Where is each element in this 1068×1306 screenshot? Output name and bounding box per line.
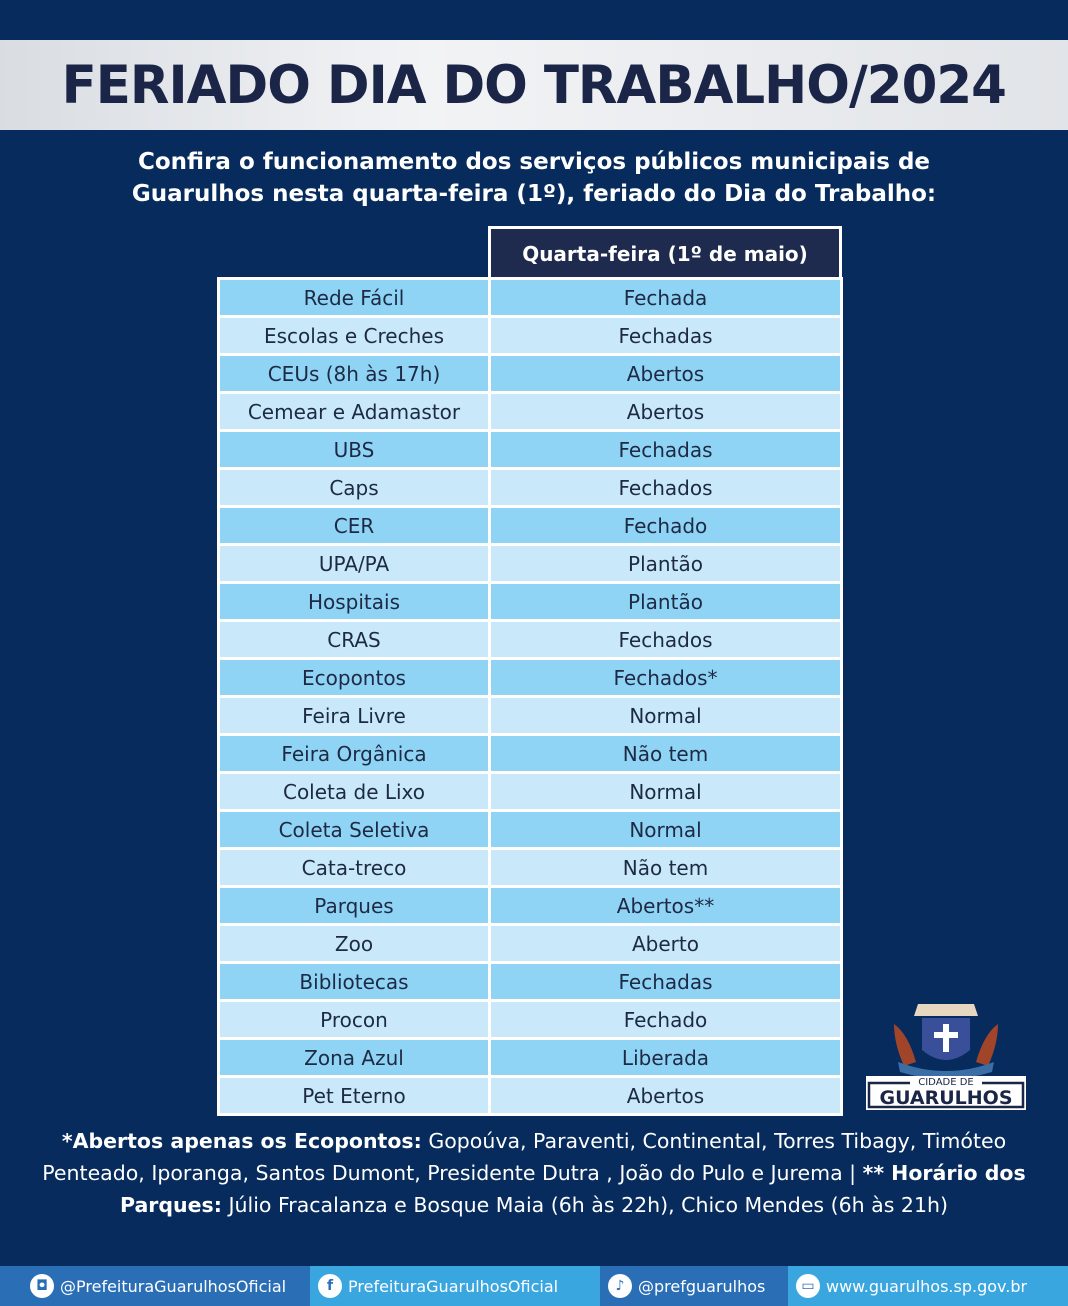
note-ecopontos-label: *Abertos apenas os Ecopontos: <box>61 1129 422 1153</box>
table-row: UPA/PA Plantão <box>217 543 843 584</box>
table-row: Ecopontos Fechados* <box>217 657 843 698</box>
status-cell: Não tem <box>488 733 843 774</box>
social-footer: ◘ @PrefeituraGuarulhosOficial f PrefeituraG… <box>0 1266 1068 1306</box>
table-row: Feira Orgânica Não tem <box>217 733 843 774</box>
status-cell: Fechado <box>488 505 843 546</box>
service-cell: Cemear e Adamastor <box>217 391 491 432</box>
footer-link[interactable]: ◘ @PrefeituraGuarulhosOficial <box>0 1266 310 1306</box>
table-row: CER Fechado <box>217 505 843 546</box>
note-parques-text: Júlio Fracalanza e Bosque Maia (6h às 22… <box>221 1193 949 1217</box>
service-cell: CER <box>217 505 491 546</box>
table-row: CRAS Fechados <box>217 619 843 660</box>
logo-line2: GUARULHOS <box>879 1087 1012 1109</box>
service-cell: Feira Livre <box>217 695 491 736</box>
footnote: *Abertos apenas os Ecopontos: Gopoúva, P… <box>30 1125 1038 1221</box>
table-row: Coleta Seletiva Normal <box>217 809 843 850</box>
service-cell: Pet Eterno <box>217 1075 491 1116</box>
instagram-icon: ◘ <box>30 1274 54 1298</box>
status-cell: Abertos <box>488 391 843 432</box>
status-cell: Fechados* <box>488 657 843 698</box>
service-cell: UBS <box>217 429 491 470</box>
table-row: Caps Fechados <box>217 467 843 508</box>
footer-link[interactable]: ▭ www.guarulhos.sp.gov.br <box>788 1266 1068 1306</box>
status-cell: Abertos <box>488 353 843 394</box>
status-cell: Fechados <box>488 619 843 660</box>
service-cell: CEUs (8h às 17h) <box>217 353 491 394</box>
service-cell: Parques <box>217 885 491 926</box>
logo-line1: CIDADE DE <box>918 1077 974 1088</box>
table-row: Coleta de Lixo Normal <box>217 771 843 812</box>
service-cell: Coleta de Lixo <box>217 771 491 812</box>
status-cell: Normal <box>488 695 843 736</box>
table-row: CEUs (8h às 17h) Abertos <box>217 353 843 394</box>
table-row: Zona Azul Liberada <box>217 1037 843 1078</box>
note-parques-label: ** Horário dos Parques: <box>119 1161 1026 1217</box>
service-cell: Feira Orgânica <box>217 733 491 774</box>
footer-link-text: @prefguarulhos <box>638 1276 766 1296</box>
intro-line: Confira o funcionamento dos serviços púb… <box>137 149 931 175</box>
footer-link-text: PrefeituraGuarulhosOficial <box>348 1276 559 1296</box>
title-banner: FERIADO DIA DO TRABALHO/2024 <box>0 40 1068 130</box>
monitor-icon: ▭ <box>796 1274 820 1298</box>
footer-link-text: @PrefeituraGuarulhosOficial <box>60 1276 287 1296</box>
service-cell: Caps <box>217 467 491 508</box>
status-cell: Fechadas <box>488 429 843 470</box>
service-cell: Zona Azul <box>217 1037 491 1078</box>
table-row: Cemear e Adamastor Abertos <box>217 391 843 432</box>
intro-text: Confira o funcionamento dos serviços púb… <box>0 146 1068 210</box>
table-row: Cata-treco Não tem <box>217 847 843 888</box>
service-cell: Hospitais <box>217 581 491 622</box>
tiktok-icon: ♪ <box>608 1274 632 1298</box>
facebook-icon: f <box>318 1274 342 1298</box>
table-row: Zoo Aberto <box>217 923 843 964</box>
status-cell: Fechados <box>488 467 843 508</box>
status-cell: Plantão <box>488 581 843 622</box>
service-cell: CRAS <box>217 619 491 660</box>
footer-link[interactable]: f PrefeituraGuarulhosOficial <box>310 1266 600 1306</box>
table-row: Procon Fechado <box>217 999 843 1040</box>
status-cell: Liberada <box>488 1037 843 1078</box>
status-cell: Fechada <box>488 277 843 318</box>
table-row: Feira Livre Normal <box>217 695 843 736</box>
table-row: Hospitais Plantão <box>217 581 843 622</box>
service-cell: Cata-treco <box>217 847 491 888</box>
service-cell: Zoo <box>217 923 491 964</box>
city-logo: CIDADE DE GUARULHOS <box>866 1004 1026 1110</box>
status-cell: Normal <box>488 771 843 812</box>
footer-link-text: www.guarulhos.sp.gov.br <box>826 1276 1028 1296</box>
table-row: Parques Abertos** <box>217 885 843 926</box>
service-cell: Ecopontos <box>217 657 491 698</box>
status-cell: Fechado <box>488 999 843 1040</box>
status-cell: Plantão <box>488 543 843 584</box>
service-cell: Coleta Seletiva <box>217 809 491 850</box>
table-header: Quarta-feira (1º de maio) <box>488 226 842 278</box>
service-cell: Escolas e Creches <box>217 315 491 356</box>
status-cell: Abertos <box>488 1075 843 1116</box>
service-cell: UPA/PA <box>217 543 491 584</box>
status-cell: Não tem <box>488 847 843 888</box>
intro-line: Guarulhos nesta quarta-feira (1º), feria… <box>131 181 937 207</box>
status-cell: Abertos** <box>488 885 843 926</box>
table-row: Escolas e Creches Fechadas <box>217 315 843 356</box>
services-table: Rede Fácil Fechada Escolas e Creches Fechad… <box>217 277 843 1116</box>
table-row: Rede Fácil Fechada <box>217 277 843 318</box>
note-ecopontos-text: Gopoúva, Paraventi, Continental, Torres … <box>42 1129 1007 1185</box>
table-row: Pet Eterno Abertos <box>217 1075 843 1116</box>
status-cell: Fechadas <box>488 961 843 1002</box>
footer-link[interactable]: ♪ @prefguarulhos <box>600 1266 788 1306</box>
status-cell: Fechadas <box>488 315 843 356</box>
service-cell: Bibliotecas <box>217 961 491 1002</box>
page-title: FERIADO DIA DO TRABALHO/2024 <box>61 54 1007 116</box>
status-cell: Aberto <box>488 923 843 964</box>
table-row: Bibliotecas Fechadas <box>217 961 843 1002</box>
status-cell: Normal <box>488 809 843 850</box>
service-cell: Rede Fácil <box>217 277 491 318</box>
table-row: UBS Fechadas <box>217 429 843 470</box>
service-cell: Procon <box>217 999 491 1040</box>
